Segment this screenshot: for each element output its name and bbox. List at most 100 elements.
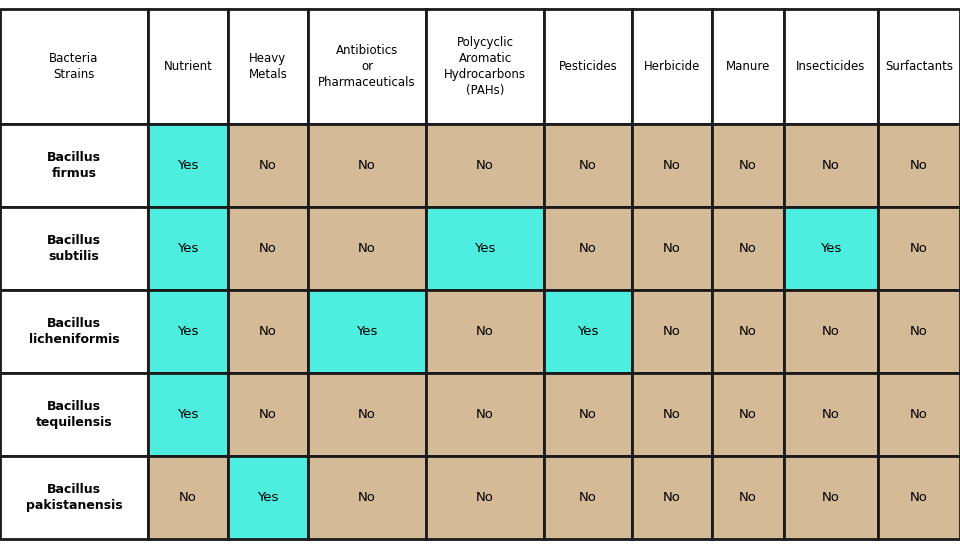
Bar (148, 456, 228, 539)
Text: No: No (910, 325, 928, 338)
Text: Insecticides: Insecticides (796, 60, 866, 73)
Text: No: No (476, 491, 494, 504)
Bar (0, 207, 148, 290)
Bar (426, 456, 544, 539)
Text: No: No (739, 408, 756, 421)
Bar (784, 456, 878, 539)
Bar (0, 124, 148, 207)
Text: No: No (739, 325, 756, 338)
Text: No: No (663, 325, 681, 338)
Bar (426, 373, 544, 456)
Text: No: No (476, 408, 494, 421)
Bar (784, 124, 878, 207)
Text: Yes: Yes (178, 408, 199, 421)
Bar (784, 373, 878, 456)
Bar (544, 124, 632, 207)
Text: No: No (358, 491, 376, 504)
Text: No: No (822, 408, 840, 421)
Text: No: No (663, 159, 681, 172)
Text: Bacillus
firmus: Bacillus firmus (47, 151, 101, 180)
Text: Yes: Yes (257, 491, 278, 504)
Text: No: No (822, 325, 840, 338)
Text: No: No (358, 159, 376, 172)
Bar (0, 373, 148, 456)
Text: Manure: Manure (726, 60, 770, 73)
Text: Nutrient: Nutrient (163, 60, 212, 73)
Bar (0, 9, 148, 124)
Bar (148, 290, 228, 373)
Bar (308, 207, 426, 290)
Bar (632, 124, 712, 207)
Text: Yes: Yes (178, 325, 199, 338)
Text: No: No (180, 491, 197, 504)
Bar (426, 290, 544, 373)
Bar (712, 373, 784, 456)
Bar (712, 9, 784, 124)
Text: No: No (259, 325, 276, 338)
Text: No: No (910, 408, 928, 421)
Bar (308, 124, 426, 207)
Bar (712, 290, 784, 373)
Bar (878, 9, 960, 124)
Bar (544, 456, 632, 539)
Bar (228, 373, 308, 456)
Text: Yes: Yes (178, 159, 199, 172)
Bar (784, 207, 878, 290)
Text: Antibiotics
or
Pharmaceuticals: Antibiotics or Pharmaceuticals (318, 44, 416, 89)
Bar (308, 9, 426, 124)
Bar (632, 207, 712, 290)
Bar (878, 124, 960, 207)
Bar (308, 456, 426, 539)
Bar (632, 373, 712, 456)
Text: No: No (910, 159, 928, 172)
Bar (878, 207, 960, 290)
Bar (632, 290, 712, 373)
Text: No: No (476, 325, 494, 338)
Text: Yes: Yes (178, 242, 199, 255)
Bar (0, 290, 148, 373)
Bar (228, 290, 308, 373)
Bar (148, 207, 228, 290)
Text: Polycyclic
Aromatic
Hydrocarbons
(PAHs): Polycyclic Aromatic Hydrocarbons (PAHs) (444, 36, 526, 97)
Bar (0, 456, 148, 539)
Text: No: No (739, 491, 756, 504)
Text: No: No (663, 242, 681, 255)
Text: Pesticides: Pesticides (559, 60, 617, 73)
Text: No: No (822, 491, 840, 504)
Bar (544, 9, 632, 124)
Text: Yes: Yes (474, 242, 495, 255)
Bar (712, 124, 784, 207)
Text: Yes: Yes (577, 325, 599, 338)
Text: No: No (739, 159, 756, 172)
Bar (712, 207, 784, 290)
Text: No: No (259, 408, 276, 421)
Text: No: No (579, 491, 597, 504)
Text: No: No (358, 408, 376, 421)
Bar (308, 373, 426, 456)
Bar (148, 373, 228, 456)
Bar (544, 290, 632, 373)
Text: No: No (476, 159, 494, 172)
Text: No: No (579, 242, 597, 255)
Text: Yes: Yes (820, 242, 842, 255)
Bar (878, 373, 960, 456)
Bar (228, 456, 308, 539)
Bar (426, 124, 544, 207)
Text: No: No (739, 242, 756, 255)
Bar (544, 207, 632, 290)
Bar (148, 9, 228, 124)
Text: No: No (663, 408, 681, 421)
Text: No: No (579, 159, 597, 172)
Bar (228, 124, 308, 207)
Text: Bacillus
subtilis: Bacillus subtilis (47, 234, 101, 263)
Bar (632, 9, 712, 124)
Text: No: No (358, 242, 376, 255)
Text: Bacteria
Strains: Bacteria Strains (49, 52, 99, 81)
Bar (878, 456, 960, 539)
Text: Yes: Yes (356, 325, 377, 338)
Bar (148, 124, 228, 207)
Bar (784, 290, 878, 373)
Text: Herbicide: Herbicide (644, 60, 700, 73)
Bar (426, 9, 544, 124)
Bar (784, 9, 878, 124)
